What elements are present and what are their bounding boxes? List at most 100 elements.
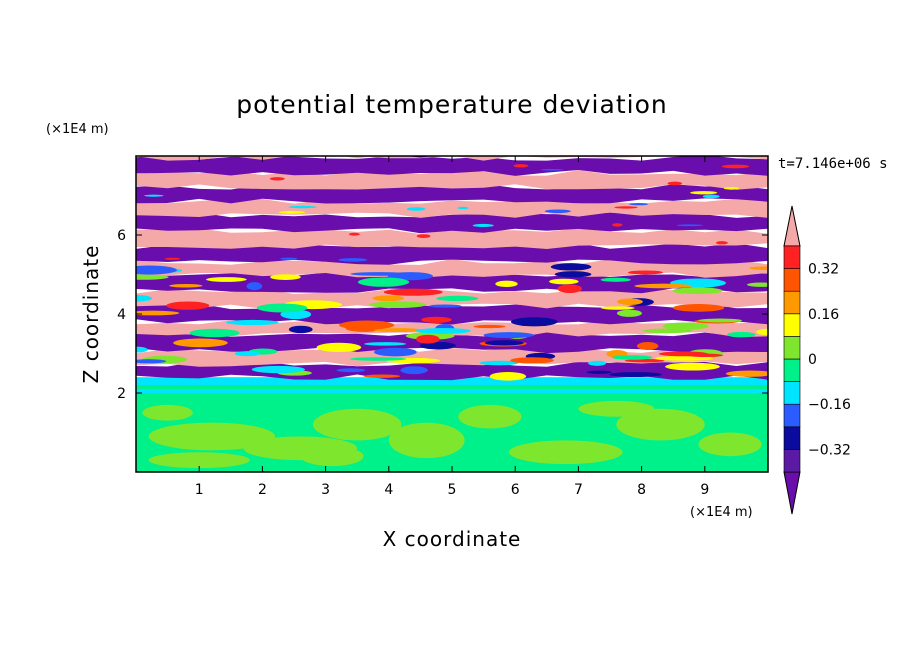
turbulent-patch xyxy=(616,309,642,317)
turbulent-patch xyxy=(550,263,592,271)
turbulent-patch xyxy=(369,301,427,308)
thin-patch xyxy=(544,209,571,214)
turbulent-patch xyxy=(665,362,720,371)
turbulent-patch xyxy=(510,357,554,364)
turbulent-patch xyxy=(336,368,366,373)
turbulent-patch xyxy=(363,374,401,378)
turbulent-patch xyxy=(483,332,535,339)
colorbar-segment xyxy=(783,313,801,337)
turbulent-patch xyxy=(416,327,471,334)
colorbar-tick-label: 0 xyxy=(808,352,817,368)
thin-patch xyxy=(338,258,368,262)
thin-patch xyxy=(715,241,728,245)
turbulent-patch xyxy=(672,287,723,295)
thin-patch xyxy=(612,223,623,227)
x-tick-label: 7 xyxy=(574,482,583,498)
turbulent-patch xyxy=(251,365,305,374)
region-blob xyxy=(148,452,250,469)
layer-transition-line xyxy=(136,385,768,390)
y-tick-label: 2 xyxy=(117,386,126,402)
turbulent-patch xyxy=(609,372,662,378)
turbulent-patch xyxy=(416,334,440,344)
thin-patch xyxy=(269,177,285,181)
turbulent-patch xyxy=(642,328,693,334)
turbulent-patch xyxy=(746,282,768,287)
region-blob xyxy=(578,400,655,417)
region-blob xyxy=(312,408,402,441)
turbulent-patch xyxy=(234,351,261,357)
turbulent-patch xyxy=(510,317,558,327)
thin-patch xyxy=(723,187,740,190)
turbulent-patch xyxy=(479,360,519,366)
band xyxy=(136,156,768,176)
thin-patch xyxy=(540,168,564,171)
x-tick-label: 4 xyxy=(384,482,393,498)
y-axis-label: Z coordinate xyxy=(79,245,103,384)
turbulent-patch xyxy=(495,280,518,288)
x-tick-label: 9 xyxy=(700,482,709,498)
colorbar-segment xyxy=(783,245,801,269)
band xyxy=(136,156,768,161)
turbulent-patch xyxy=(256,303,308,313)
turbulent-patch xyxy=(136,310,180,316)
turbulent-patch xyxy=(136,274,169,280)
colorbar-tick-label: −0.32 xyxy=(808,442,851,458)
turbulent-patch xyxy=(136,295,153,302)
turbulent-patch xyxy=(588,360,607,366)
turbulent-patch xyxy=(601,306,635,310)
thin-patch xyxy=(278,210,306,214)
turbulent-patch xyxy=(473,324,506,329)
colorbar-segment xyxy=(783,403,801,428)
thin-patch xyxy=(472,223,494,228)
x-tick-label: 1 xyxy=(195,482,204,498)
turbulent-patch xyxy=(436,295,479,302)
colorbar-segment xyxy=(783,358,801,382)
colorbar-tick-label: 0.32 xyxy=(808,262,839,278)
band xyxy=(136,228,768,249)
x-axis: 1 2 3 4 5 6 7 8 9 xyxy=(195,156,709,498)
thin-patch xyxy=(348,232,360,236)
turbulent-patch xyxy=(372,295,405,302)
turbulent-patch xyxy=(634,283,693,289)
colorbar-tick-label: 0.16 xyxy=(808,307,839,323)
colorbar-segment xyxy=(783,449,801,473)
region-blob xyxy=(616,408,705,441)
colorbar-segment xyxy=(783,336,801,360)
turbulent-patch xyxy=(357,277,410,287)
thin-patch xyxy=(667,181,683,186)
turbulent-patch xyxy=(349,357,407,361)
turbulent-patch xyxy=(549,278,579,285)
band xyxy=(136,259,768,278)
thin-patch xyxy=(513,164,529,168)
y-tick-label: 6 xyxy=(117,228,126,244)
turbulent-patch xyxy=(173,338,228,348)
thin-patch xyxy=(721,164,750,169)
y-unit-label: (×1E4 m) xyxy=(46,122,109,137)
thin-patch xyxy=(288,205,317,209)
turbulent-patch xyxy=(350,272,408,276)
x-tick-label: 6 xyxy=(511,482,520,498)
turbulent-patch xyxy=(611,355,653,360)
turbulent-patch xyxy=(654,355,714,361)
region-blob xyxy=(698,432,762,457)
turbulent-patch xyxy=(662,322,709,330)
turbulent-patch xyxy=(624,358,665,363)
turbulent-patch xyxy=(600,277,631,282)
turbulent-patch xyxy=(189,328,240,338)
turbulent-patch xyxy=(586,370,612,374)
turbulent-patch xyxy=(339,320,395,330)
x-tick-label: 8 xyxy=(637,482,646,498)
turbulent-patch xyxy=(421,316,452,323)
region-blob xyxy=(508,440,623,465)
colorbar: 0.32 0.16 0 −0.16 −0.32 xyxy=(783,205,851,515)
thin-patch xyxy=(629,203,649,206)
band xyxy=(136,332,768,354)
turbulent-patch xyxy=(428,304,462,308)
colorbar-tick-label: −0.16 xyxy=(808,397,851,413)
turbulent-patch xyxy=(627,270,663,275)
plot-area xyxy=(136,156,768,472)
turbulent-patch xyxy=(672,304,725,312)
turbulent-patch xyxy=(698,318,743,323)
colorbar-segment xyxy=(783,290,801,315)
region-blob xyxy=(458,404,522,429)
